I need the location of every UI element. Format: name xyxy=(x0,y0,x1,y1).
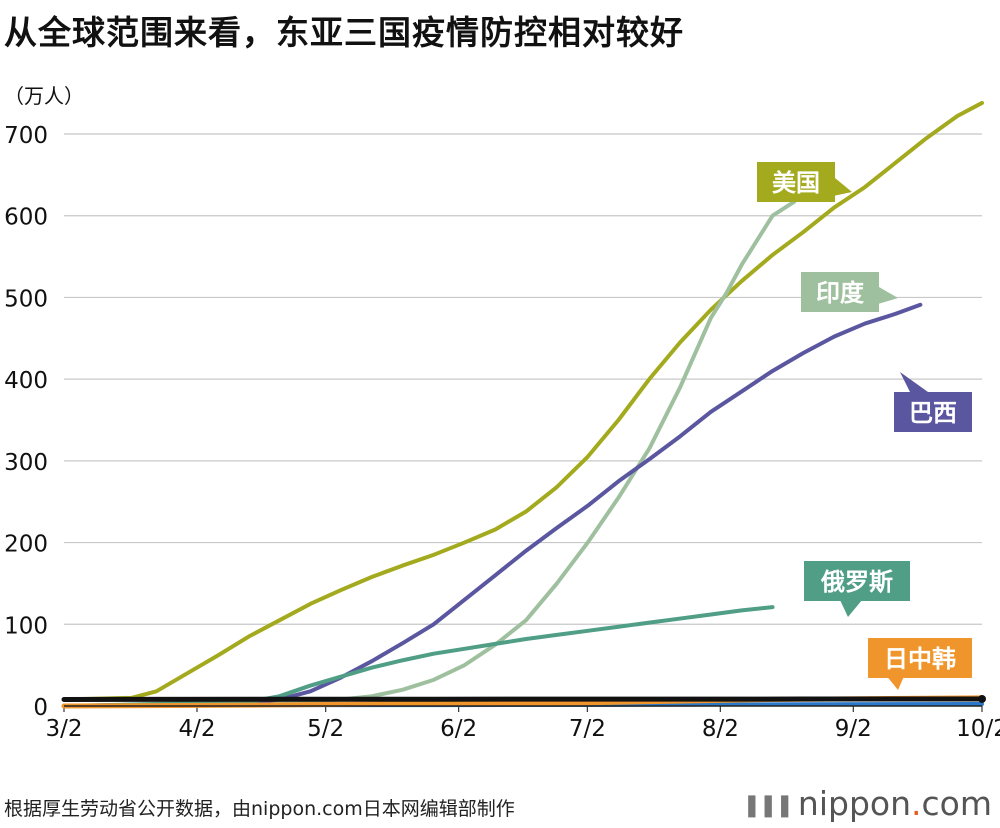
y-tick-label: 100 xyxy=(4,613,48,639)
x-tick-label: 8/2 xyxy=(702,716,739,742)
y-tick-label: 300 xyxy=(4,450,48,476)
callout-pointer xyxy=(878,287,898,304)
series-label-印度: 印度 xyxy=(816,279,865,307)
x-tick-label: 4/2 xyxy=(178,716,215,742)
series-label-巴西: 巴西 xyxy=(909,399,957,427)
x-tick-label: 6/2 xyxy=(440,716,477,742)
x-tick-label: 7/2 xyxy=(569,716,606,742)
callout-box xyxy=(801,272,879,312)
x-tick-label: 9/2 xyxy=(835,716,872,742)
y-tick-label: 700 xyxy=(4,123,48,149)
series-label-美国: 美国 xyxy=(772,169,820,197)
series-line-美国 xyxy=(62,100,984,702)
series-label-日本: 日中韩 xyxy=(884,645,956,673)
series-line-印度 xyxy=(62,174,818,708)
callout-pointer xyxy=(833,178,852,196)
brand-dot: . xyxy=(911,784,922,823)
bars-icon: ❚❚❚ xyxy=(742,793,794,818)
series-line-俄罗斯 xyxy=(62,605,775,708)
x-tick-label: 5/2 xyxy=(307,716,344,742)
y-tick-label: 400 xyxy=(4,368,48,394)
series-label-俄罗斯: 俄罗斯 xyxy=(820,568,893,596)
callout-box xyxy=(868,638,972,678)
callout-pointer xyxy=(840,600,862,617)
x-tick-label: 10/2 xyxy=(956,716,1000,742)
callout-box xyxy=(804,561,910,601)
callout-box xyxy=(894,392,972,432)
brand-tld: com xyxy=(921,784,992,823)
callout-box xyxy=(757,162,835,202)
series-end-dot xyxy=(978,694,986,703)
y-tick-label: 500 xyxy=(4,286,48,312)
callout-pointer xyxy=(900,372,928,392)
y-tick-label: 0 xyxy=(33,695,48,721)
page-title: 从全球范围来看，东亚三国疫情防控相对较好 xyxy=(4,13,684,52)
y-tick-label: 200 xyxy=(4,532,48,558)
y-axis-unit: （万人） xyxy=(4,84,84,108)
x-tick-label: 3/2 xyxy=(45,716,82,742)
brand-logo: ❚❚❚ nippon.com xyxy=(743,784,992,823)
y-tick-label: 600 xyxy=(4,205,48,231)
brand-name: nippon xyxy=(797,784,912,823)
source-note: 根据厚生劳动省公开数据，由nippon.com日本网编辑部制作 xyxy=(4,798,515,820)
chart-area: 0 100 200 300 400 500 600 700 3/2 4/2 5/2 6/2 7/2 8/2… xyxy=(4,100,1000,742)
